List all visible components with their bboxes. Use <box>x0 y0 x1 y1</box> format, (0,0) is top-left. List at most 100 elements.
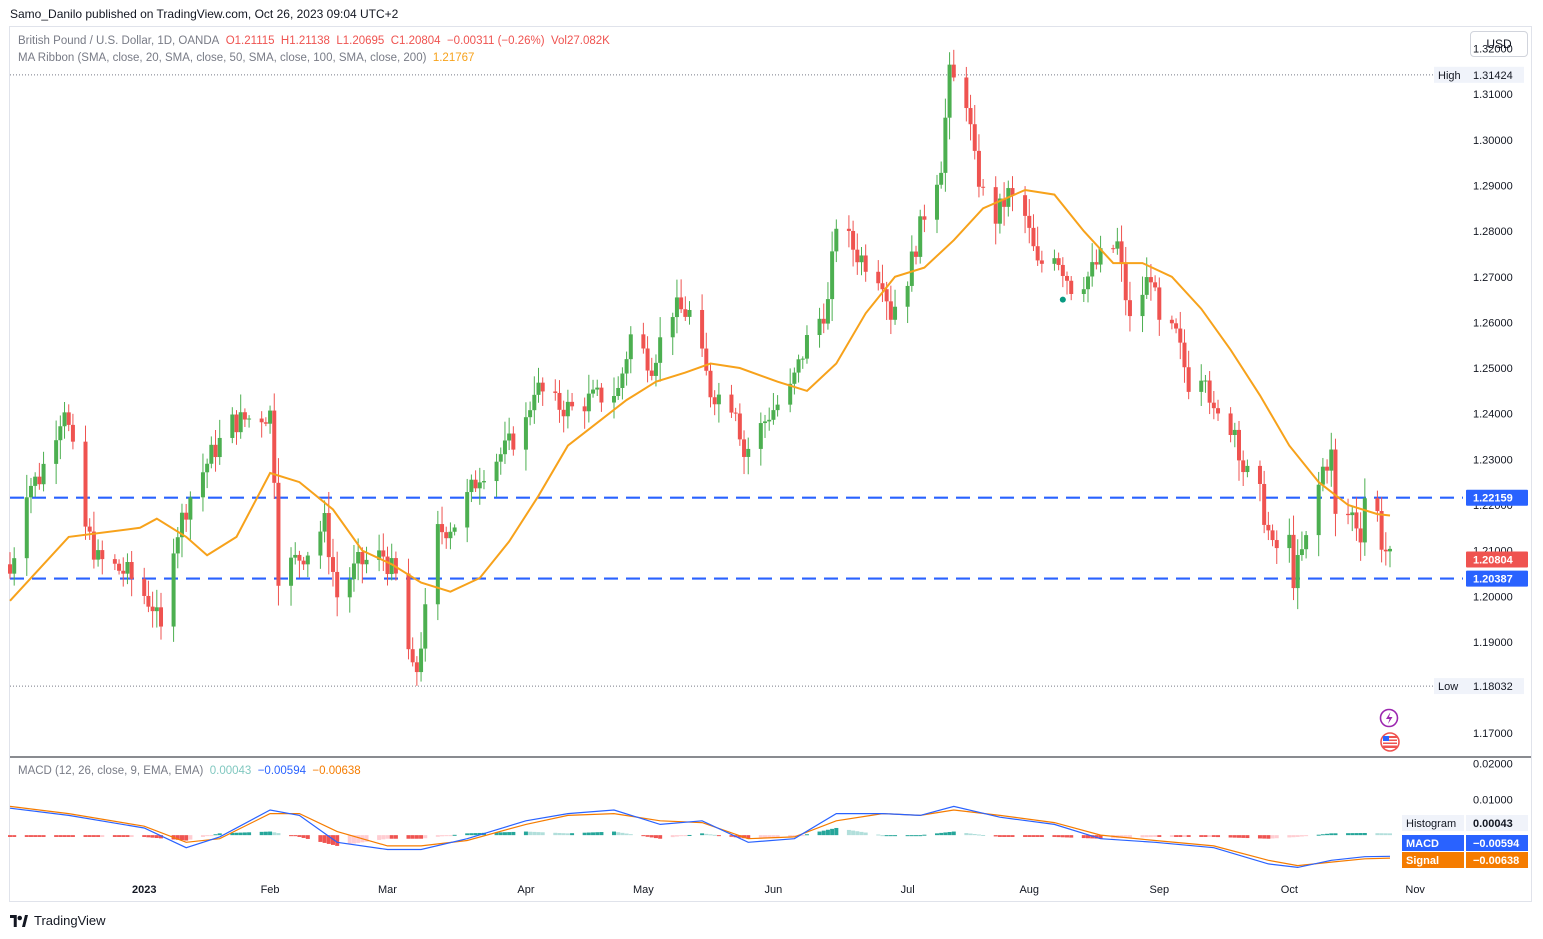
candle <box>687 301 692 325</box>
histogram-tag-label-bg <box>1402 815 1464 831</box>
candle <box>230 407 235 444</box>
candle-body <box>389 558 394 575</box>
candle <box>37 462 42 490</box>
candle <box>1153 275 1158 292</box>
currency-button[interactable]: USD <box>1470 31 1528 57</box>
macd-histogram-bar <box>1085 835 1090 839</box>
candle <box>1127 281 1132 332</box>
macd-histogram-bar <box>687 834 692 836</box>
candle-body <box>70 424 75 442</box>
candle <box>247 415 252 428</box>
signal-marker-dot <box>1059 296 1066 303</box>
macd-histogram-bar <box>1127 835 1132 838</box>
candle <box>263 417 268 427</box>
brand-footer[interactable]: TradingView <box>10 913 106 928</box>
candle-body <box>1245 465 1250 473</box>
macd-histogram-bar <box>1362 832 1367 836</box>
publish-info: Samo_Danilo published on TradingView.com… <box>10 7 399 21</box>
lightning-event-icon[interactable] <box>1379 708 1399 728</box>
last-price-label: 1.20804 <box>1473 555 1514 567</box>
macd-label[interactable]: MACD (12, 26, close, 9, EMA, EMA) <box>18 765 204 777</box>
candle <box>1388 545 1392 568</box>
macd-histogram-bar <box>511 831 516 836</box>
macd-histogram-bar <box>800 835 805 837</box>
candle-body <box>1148 277 1153 283</box>
candle-body <box>851 230 856 250</box>
macd-histogram-bar <box>763 835 768 839</box>
candle-body <box>1111 248 1116 250</box>
candle <box>1274 530 1279 564</box>
macd-histogram-bar <box>1006 835 1011 837</box>
ohlc-high: H1.21138 <box>280 35 330 47</box>
macd-histogram-bar <box>66 835 71 837</box>
candle <box>557 380 562 423</box>
candle <box>444 526 449 549</box>
candle <box>1182 329 1187 383</box>
candle-body <box>1291 534 1296 589</box>
macd-histogram-bar <box>188 835 193 840</box>
macd-histogram-bar <box>1316 834 1321 836</box>
candle <box>179 503 184 558</box>
candle <box>523 402 528 471</box>
macd-histogram-bar <box>301 835 306 838</box>
candle <box>175 527 180 569</box>
macd-histogram-bar <box>356 835 361 843</box>
candle <box>259 411 264 438</box>
candle-body <box>381 550 386 557</box>
macd-histogram-bar <box>612 831 617 836</box>
macd-histogram-bar <box>557 832 562 836</box>
price-axis-tick: 1.28000 <box>1473 226 1513 238</box>
macd-histogram-bar <box>406 835 411 839</box>
macd-histogram-bar <box>1266 835 1271 839</box>
candle <box>1035 226 1040 266</box>
candle-body <box>364 559 369 565</box>
candle <box>481 470 486 490</box>
macd-histogram-bar <box>276 833 281 836</box>
candle <box>1178 311 1183 360</box>
macd-histogram-bar <box>159 835 164 839</box>
candle-body <box>276 482 281 586</box>
candle-body <box>209 444 214 464</box>
macd-histogram-bar <box>263 831 268 836</box>
candle-body <box>377 550 382 560</box>
candle <box>330 538 335 587</box>
macd-histogram-bar <box>679 835 684 837</box>
candle <box>1350 506 1355 532</box>
candle <box>188 491 193 540</box>
candle <box>33 472 38 498</box>
candle <box>419 632 424 682</box>
candle-body <box>91 531 96 560</box>
candle <box>708 363 713 408</box>
price-axis-tick: 1.17000 <box>1473 728 1513 740</box>
last-price-box <box>1466 551 1528 568</box>
candle <box>947 52 952 140</box>
macd-histogram-bar <box>771 835 776 838</box>
macd-histogram-bar <box>951 831 956 836</box>
macd-histogram-bar <box>645 835 650 837</box>
candle <box>297 550 302 578</box>
ma-ribbon-label[interactable]: MA Ribbon (SMA, close, 20, SMA, close, 5… <box>18 52 427 64</box>
macd-histogram-bar <box>238 832 243 836</box>
candle-body <box>1127 300 1132 317</box>
macd-histogram-bar <box>884 835 889 837</box>
candle <box>494 453 499 497</box>
candle <box>507 417 512 451</box>
candle-body <box>830 251 835 300</box>
price-axis-tick: 1.29000 <box>1473 180 1513 192</box>
symbol-name[interactable]: British Pound / U.S. Dollar, 1D, OANDA <box>18 35 220 47</box>
candle <box>641 322 646 354</box>
candle <box>1098 235 1103 273</box>
candle <box>553 379 558 401</box>
candle-body <box>125 562 130 574</box>
candle <box>1299 531 1304 561</box>
us-flag-event-icon[interactable] <box>1380 732 1400 752</box>
candle-body <box>481 481 486 483</box>
candle-body <box>1274 540 1279 549</box>
candle <box>683 296 688 321</box>
macd-histogram-bar <box>410 835 415 839</box>
candle <box>863 244 868 282</box>
macd-histogram-bar <box>423 835 428 839</box>
candle <box>1010 176 1015 212</box>
macd-histogram-bar <box>1379 833 1384 836</box>
